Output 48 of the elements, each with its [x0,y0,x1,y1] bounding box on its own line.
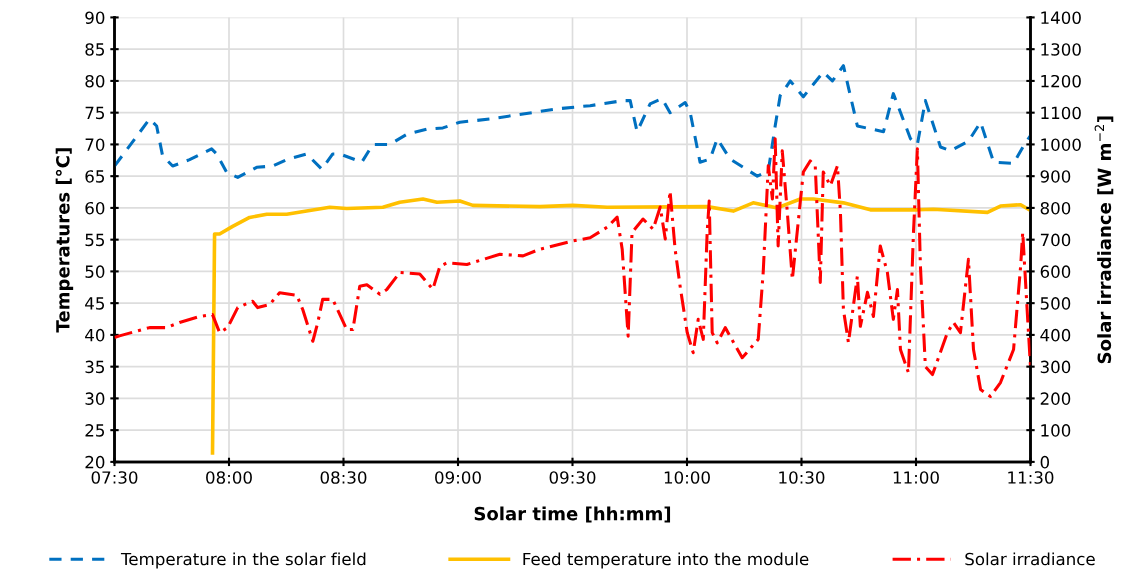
y-tick-label: 65 [85,170,105,183]
y2-tick-label: 1400 [1041,11,1081,24]
x-tick-label: 07:30 [91,471,138,484]
y-tick-label: 90 [85,11,105,24]
y-tick-label: 50 [85,265,105,278]
x-tick-label: 10:30 [779,471,825,484]
x-tick-label: 08:00 [206,471,252,484]
y2-tick-label: 600 [1040,265,1071,278]
x-tick-label: 11:00 [893,471,939,484]
y-axis-title: Temperatures [°C] [55,148,74,333]
legend-label: Temperature in the solar field [120,552,366,569]
legend-label: Feed temperature into the module [523,552,809,569]
y2-axis-title: Solar irradiance [W m$^{−2}$] [1094,116,1114,364]
y2-tick-label: 1300 [1041,43,1081,56]
y2-tick-label: 100 [1041,424,1071,437]
y-tick-label: 55 [85,233,105,247]
x-tick-label: 10:00 [664,471,710,484]
y2-tick-label: 1200 [1041,74,1081,88]
x-tick-label: 09:00 [435,471,481,484]
legend-label: Solar irradiance [965,552,1095,566]
y2-tick-label: 0 [1040,455,1050,469]
line-series [114,64,1031,179]
y-tick-label: 45 [85,297,105,310]
y2-tick-label: 300 [1040,360,1071,374]
line-series [210,197,1031,455]
y-tick-label: 20 [85,455,105,469]
line-series [114,137,1031,399]
x-tick-label: 09:30 [549,471,596,484]
y2-tick-label: 1100 [1041,106,1081,120]
x-tick-label: 08:30 [320,471,367,484]
y2-tick-label: 900 [1040,170,1071,183]
y2-tick-label: 500 [1040,297,1071,310]
y2-tick-label: 400 [1040,328,1071,342]
y2-tick-label: 1000 [1041,138,1081,151]
y-tick-label: 75 [85,106,105,120]
x-axis-title: Solar time [hh:mm] [474,506,671,523]
y-tick-label: 85 [85,43,105,56]
y2-tick-label: 200 [1040,392,1071,405]
y-tick-label: 35 [85,360,105,374]
x-tick-label: 11:30 [1008,471,1054,484]
y-tick-label: 25 [85,424,105,437]
y-tick-label: 30 [85,392,105,405]
y2-tick-label: 700 [1040,233,1071,247]
y2-tick-label: 800 [1040,201,1071,215]
y-tick-label: 70 [85,138,105,151]
y-tick-label: 60 [85,201,105,215]
y-tick-label: 80 [85,74,105,88]
y-tick-label: 40 [85,328,105,342]
